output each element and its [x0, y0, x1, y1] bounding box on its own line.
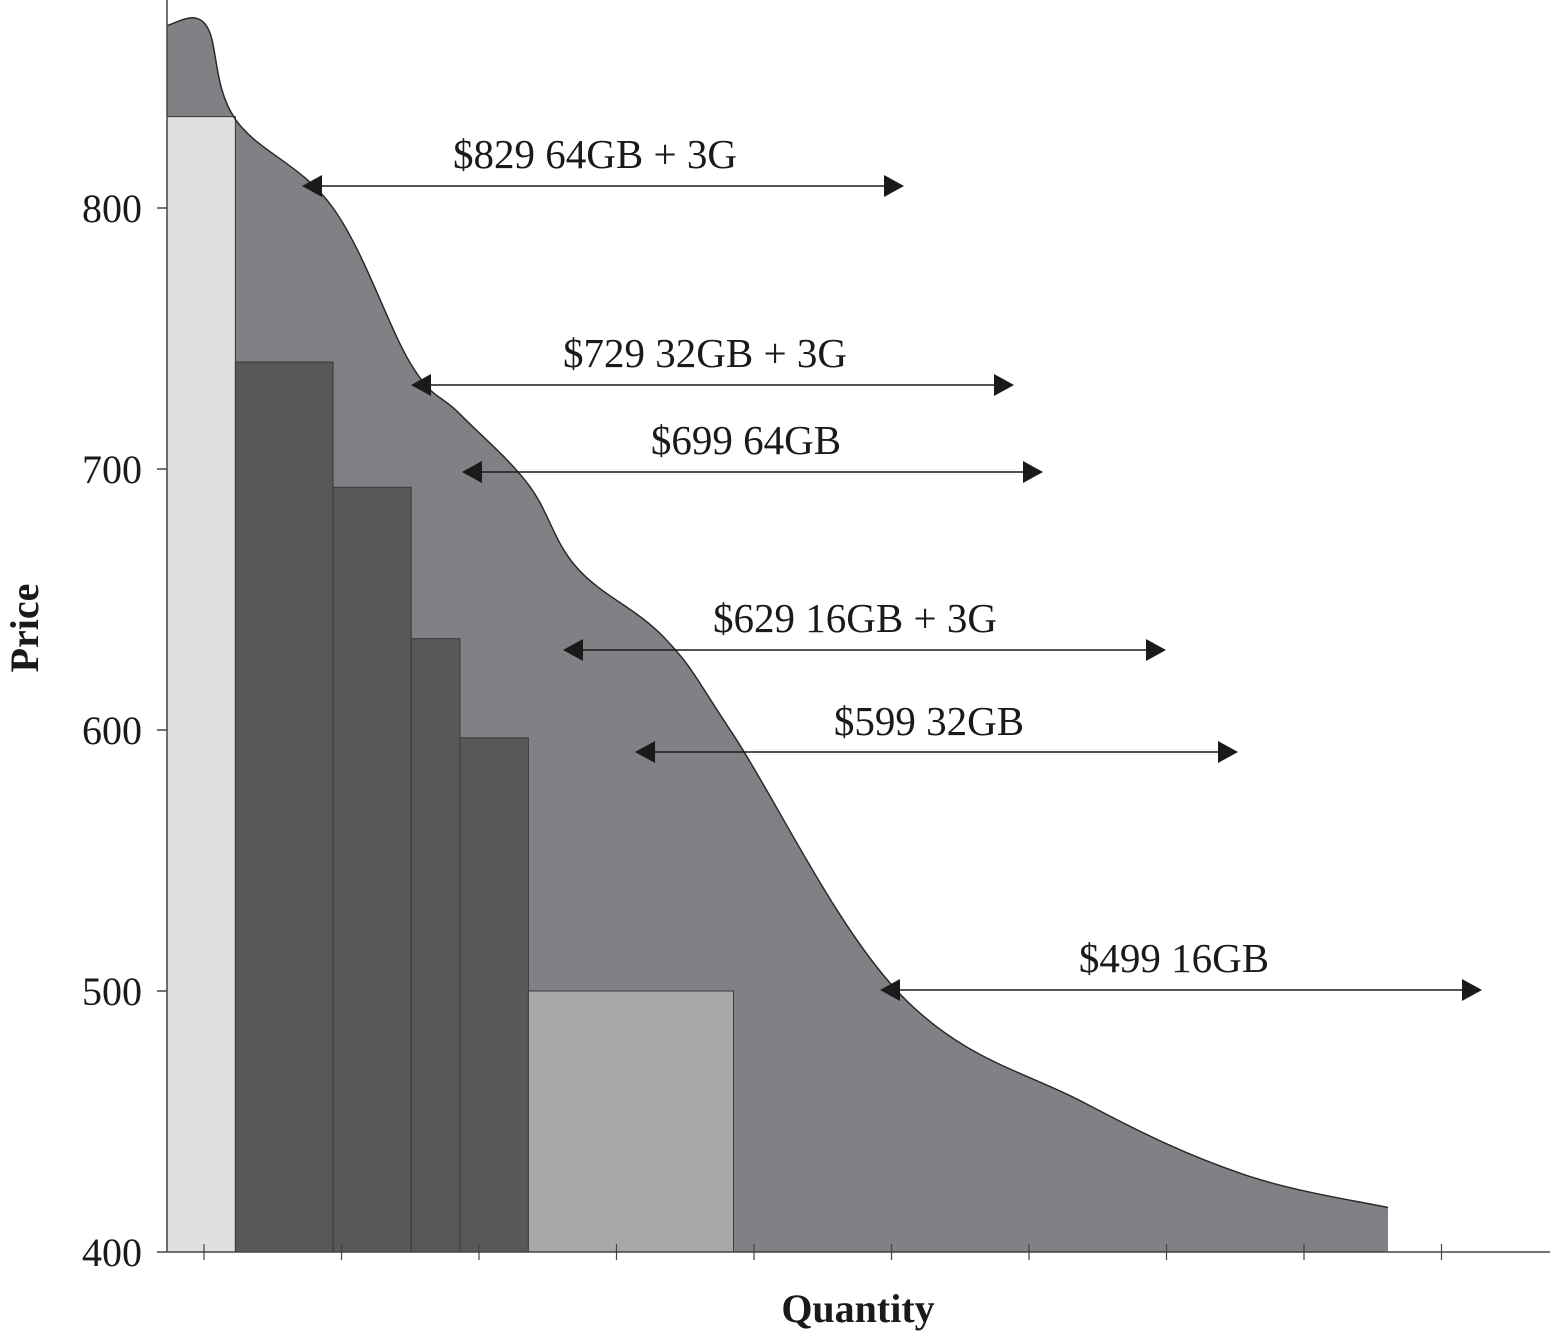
y-tick-label-500: 500: [82, 969, 142, 1014]
y-tick-label-600: 600: [82, 708, 142, 753]
price-annotation-499: $499 16GB: [880, 935, 1482, 1001]
arrowhead-right: [1218, 741, 1238, 763]
price-block-4: [410, 638, 461, 1253]
arrowhead-left: [462, 461, 482, 483]
arrowhead-left: [411, 374, 431, 396]
arrowhead-right: [1462, 979, 1482, 1001]
x-axis-title: Quantity: [781, 1286, 934, 1331]
price-label: $699 64GB: [651, 417, 841, 463]
arrowhead-left: [302, 175, 322, 197]
price-block-3: [332, 486, 412, 1253]
price-label: $829 64GB + 3G: [453, 131, 737, 177]
arrowhead-left: [635, 741, 655, 763]
arrowhead-right: [1023, 461, 1043, 483]
price-annotations: $829 64GB + 3G $729 32GB + 3G $699 64GB $62…: [302, 131, 1482, 1001]
arrowhead-right: [994, 374, 1014, 396]
demand-curve: [166, 17, 1389, 1209]
arrowhead-right: [884, 175, 904, 197]
price-label: $499 16GB: [1079, 935, 1269, 981]
price-annotation-629: $629 16GB + 3G: [563, 595, 1166, 661]
y-tick-label-800: 800: [82, 186, 142, 231]
y-tick-label-400: 400: [82, 1230, 142, 1275]
price-block-5: [459, 737, 529, 1253]
arrowhead-right: [1146, 639, 1166, 661]
price-annotation-729: $729 32GB + 3G: [411, 330, 1014, 396]
price-annotation-699: $699 64GB: [462, 417, 1043, 483]
arrowhead-left: [563, 639, 583, 661]
price-annotation-599: $599 32GB: [635, 698, 1238, 763]
chart-areas: [166, 17, 1389, 1253]
y-axis-title: Price: [2, 584, 47, 673]
y-tick-label-700: 700: [82, 447, 142, 492]
arrowhead-left: [880, 979, 900, 1001]
price-label: $629 16GB + 3G: [713, 595, 997, 641]
price-label: $599 32GB: [834, 698, 1024, 744]
price-block-1: [166, 116, 236, 1253]
price-label: $729 32GB + 3G: [563, 330, 847, 376]
price-annotation-829: $829 64GB + 3G: [302, 131, 904, 197]
price-block-6: [527, 990, 735, 1253]
chart-axes: 400 500 600 700 800: [82, 0, 1550, 1275]
price-block-2: [234, 361, 334, 1253]
